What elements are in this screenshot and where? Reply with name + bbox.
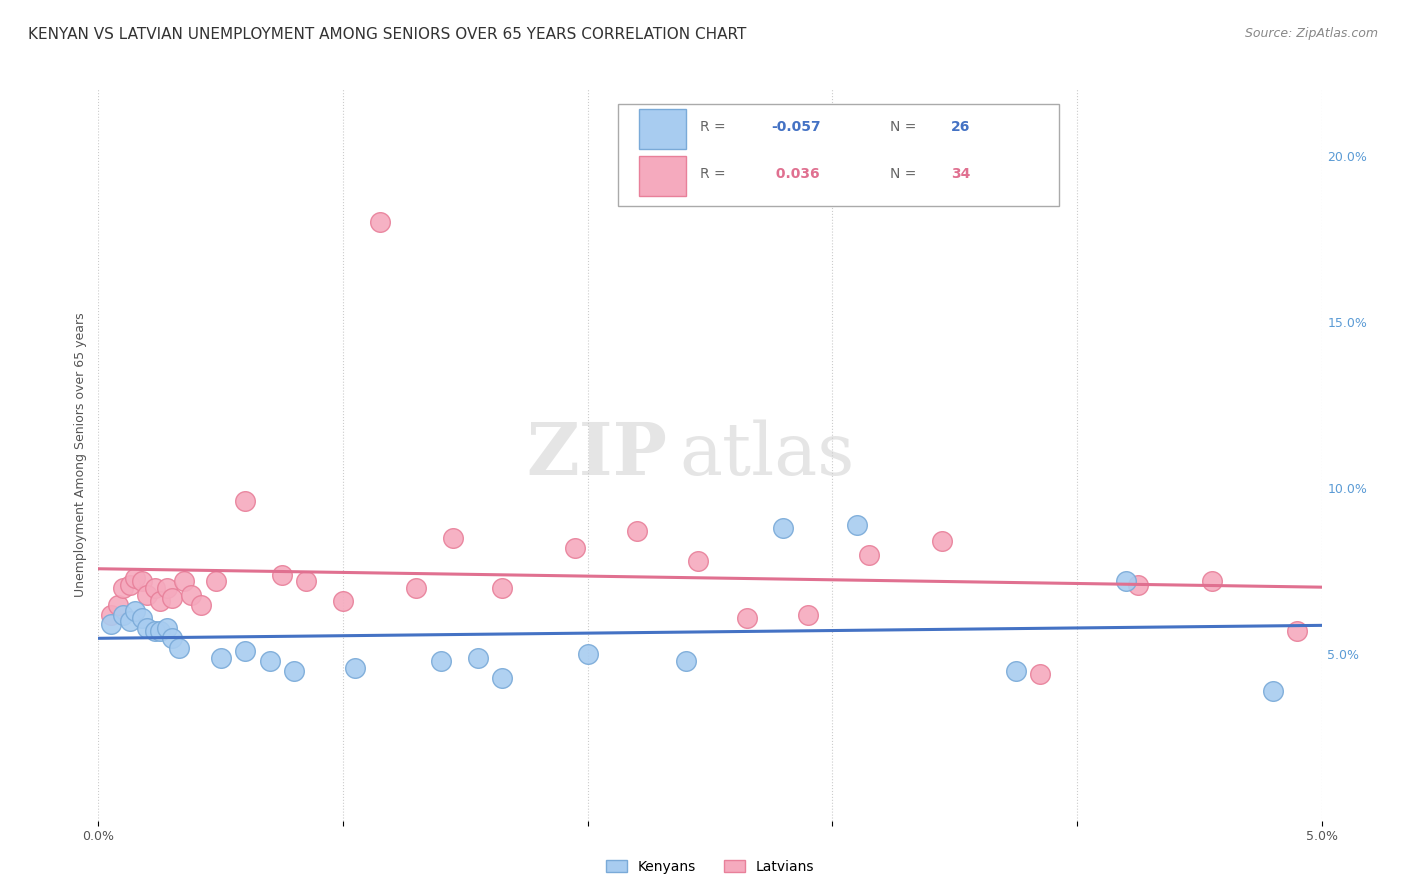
FancyBboxPatch shape (640, 156, 686, 196)
Point (143, 581, 166, 595)
Point (149, 624, 172, 639)
Point (283, 664, 305, 678)
FancyBboxPatch shape (619, 103, 1059, 206)
Text: -0.057: -0.057 (772, 120, 821, 134)
Text: 26: 26 (950, 120, 970, 134)
Point (143, 624, 166, 639)
Point (100, 607, 122, 622)
Text: KENYAN VS LATVIAN UNEMPLOYMENT AMONG SENIORS OVER 65 YEARS CORRELATION CHART: KENYAN VS LATVIAN UNEMPLOYMENT AMONG SEN… (28, 27, 747, 42)
Point (120, 577, 142, 591)
Text: R =: R = (700, 168, 730, 181)
Text: N =: N = (890, 168, 921, 181)
Text: N =: N = (890, 120, 921, 134)
Point (233, 494, 256, 508)
Point (180, 588, 202, 602)
Point (405, 581, 427, 595)
Point (344, 661, 367, 675)
Point (1029, 667, 1052, 681)
Point (1115, 574, 1137, 589)
Point (491, 671, 513, 685)
Text: R =: R = (700, 120, 730, 134)
Point (173, 574, 195, 589)
Point (1261, 684, 1284, 698)
Point (107, 598, 129, 612)
Point (156, 581, 179, 595)
Point (626, 524, 648, 539)
Point (160, 591, 183, 605)
Point (332, 594, 354, 608)
Point (1004, 664, 1026, 678)
Point (845, 517, 868, 532)
Point (120, 614, 142, 628)
Point (576, 648, 599, 662)
FancyBboxPatch shape (640, 109, 686, 149)
Text: 0.036: 0.036 (772, 168, 820, 181)
Point (205, 574, 228, 589)
Point (136, 588, 159, 602)
Point (368, 215, 391, 229)
Point (111, 581, 134, 595)
Point (259, 654, 281, 668)
Point (167, 640, 190, 655)
Point (858, 548, 880, 562)
Point (136, 621, 159, 635)
Point (735, 611, 758, 625)
Point (491, 581, 513, 595)
Text: ZIP: ZIP (526, 419, 668, 491)
Point (1128, 577, 1150, 591)
Point (797, 607, 820, 622)
Point (686, 554, 709, 568)
Point (675, 654, 697, 668)
Point (931, 534, 953, 549)
Point (131, 574, 153, 589)
Y-axis label: Unemployment Among Seniors over 65 years: Unemployment Among Seniors over 65 years (75, 312, 87, 598)
Point (131, 611, 153, 625)
Point (295, 574, 318, 589)
Point (564, 541, 586, 555)
Point (441, 531, 464, 545)
Text: Source: ZipAtlas.com: Source: ZipAtlas.com (1244, 27, 1378, 40)
Point (1201, 574, 1223, 589)
Point (430, 654, 453, 668)
Point (233, 644, 256, 658)
Point (156, 621, 179, 635)
Text: atlas: atlas (679, 419, 855, 491)
Text: 34: 34 (950, 168, 970, 181)
Point (467, 650, 489, 665)
Point (111, 607, 134, 622)
Point (124, 571, 146, 585)
Point (124, 604, 146, 618)
Point (149, 594, 172, 608)
Point (1286, 624, 1309, 639)
Point (209, 650, 232, 665)
Point (270, 567, 292, 582)
Point (772, 521, 794, 535)
Point (190, 598, 212, 612)
Point (100, 617, 122, 632)
Point (160, 631, 183, 645)
Legend: Kenyans, Latvians: Kenyans, Latvians (600, 855, 820, 880)
